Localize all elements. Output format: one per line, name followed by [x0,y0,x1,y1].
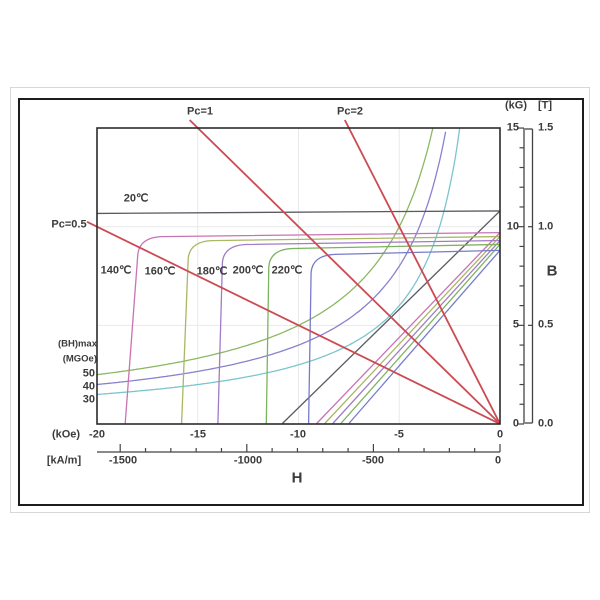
bhmax-unit: (MGOe) [62,353,97,365]
x-tick-kOe--5: -5 [394,428,404,441]
y-axis-title: B [546,262,558,280]
y-unit-kG: (kG) [505,99,527,112]
load-line-label-pc1: Pc=1 [187,105,213,118]
bhmax-tick-40: 40 [82,380,95,393]
x-tick-kAm--1500: -1500 [108,454,138,467]
y-tick-T-1.0: 1.0 [538,220,554,233]
figure-border-frame [18,98,584,506]
y-tick-kG-10: 10 [506,220,519,233]
y-tick-kG-15: 15 [506,121,519,134]
load-line-label-pc05: Pc=0.5 [51,218,87,231]
y-tick-T-0.0: 0.0 [538,417,554,430]
x-tick-kOe-0: 0 [496,428,504,441]
x-axis-title: H [291,469,303,487]
y-tick-kG-0: 0 [512,417,519,430]
bhmax-tick-50: 50 [82,367,95,380]
bhmax-tick-30: 30 [82,393,95,406]
temp-label-20: 20℃ [123,192,149,205]
x-unit-kOe: (kOe) [51,428,81,441]
y-tick-T-1.5: 1.5 [538,121,554,134]
temp-label-200: 200℃ [232,264,264,277]
x-tick-kAm-0: 0 [494,454,502,467]
temp-label-220: 220℃ [271,264,303,277]
y-tick-kG-5: 5 [512,318,519,331]
temp-label-160: 160℃ [144,265,176,278]
x-tick-kOe--10: -10 [290,428,306,441]
bhmax-heading: (BH)max [57,338,97,350]
y-unit-T: [T] [537,99,553,112]
x-tick-kAm--1000: -1000 [233,454,263,467]
x-tick-kAm--500: -500 [361,454,385,467]
x-tick-kOe--20: -20 [89,428,105,441]
temp-label-180: 180℃ [196,265,228,278]
x-tick-kOe--15: -15 [190,428,206,441]
y-tick-T-0.5: 0.5 [538,318,554,331]
temp-label-140: 140℃ [100,264,132,277]
x-unit-kAm: [kA/m] [46,454,82,467]
load-line-label-pc2: Pc=2 [337,105,363,118]
